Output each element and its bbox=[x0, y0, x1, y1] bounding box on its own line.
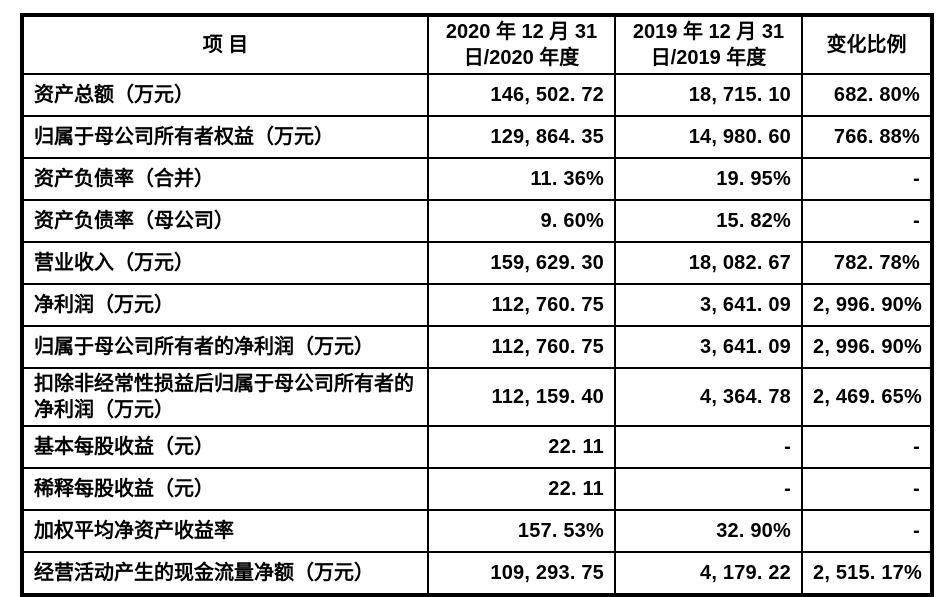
table-row-total-assets: 资产总额（万元） 146, 502. 72 18, 715. 10 682. 8… bbox=[21, 73, 933, 117]
value-2020: 22. 11 bbox=[427, 467, 616, 511]
row-label: 扣除非经常性损益后归属于母公司所有者的净利润（万元） bbox=[21, 367, 429, 427]
value-2019: 19. 95% bbox=[614, 157, 803, 201]
row-label: 净利润（万元） bbox=[21, 283, 429, 327]
row-label: 加权平均净资产收益率 bbox=[21, 509, 429, 553]
value-2019: 18, 715. 10 bbox=[614, 73, 803, 117]
value-change: 782. 78% bbox=[801, 241, 933, 285]
table-row-debt-ratio-consolidated: 资产负债率（合并） 11. 36% 19. 95% - bbox=[21, 157, 933, 201]
value-2020: 109, 293. 75 bbox=[427, 551, 616, 596]
row-label: 稀释每股收益（元） bbox=[21, 467, 429, 511]
value-2020: 22. 11 bbox=[427, 425, 616, 469]
row-label: 资产负债率（合并） bbox=[21, 157, 429, 201]
value-2020: 146, 502. 72 bbox=[427, 73, 616, 117]
value-change: 766. 88% bbox=[801, 115, 933, 159]
value-2019: 15. 82% bbox=[614, 199, 803, 243]
table-row-non-recurring-net-profit: 扣除非经常性损益后归属于母公司所有者的净利润（万元） 112, 159. 40 … bbox=[21, 367, 933, 427]
value-2019: 4, 179. 22 bbox=[614, 551, 803, 596]
value-2019: 4, 364. 78 bbox=[614, 367, 803, 427]
value-change: - bbox=[801, 199, 933, 243]
header-cell-period-2020: 2020 年 12 月 31 日/2020 年度 bbox=[427, 14, 616, 75]
value-2019: - bbox=[614, 425, 803, 469]
row-label: 归属于母公司所有者的净利润（万元） bbox=[21, 325, 429, 369]
value-2020: 112, 760. 75 bbox=[427, 283, 616, 327]
value-change: - bbox=[801, 467, 933, 511]
table-body: 资产总额（万元） 146, 502. 72 18, 715. 10 682. 8… bbox=[21, 73, 933, 596]
value-change: 682. 80% bbox=[801, 73, 933, 117]
row-label: 归属于母公司所有者权益（万元） bbox=[21, 115, 429, 159]
row-label: 资产总额（万元） bbox=[21, 73, 429, 117]
table-row-operating-cash-flow: 经营活动产生的现金流量净额（万元） 109, 293. 75 4, 179. 2… bbox=[21, 551, 933, 596]
row-label: 营业收入（万元） bbox=[21, 241, 429, 285]
value-change: 2, 515. 17% bbox=[801, 551, 933, 596]
value-2019: 18, 082. 67 bbox=[614, 241, 803, 285]
table-row-net-profit: 净利润（万元） 112, 760. 75 3, 641. 09 2, 996. … bbox=[21, 283, 933, 327]
table-row-operating-revenue: 营业收入（万元） 159, 629. 30 18, 082. 67 782. 7… bbox=[21, 241, 933, 285]
value-2020: 112, 159. 40 bbox=[427, 367, 616, 427]
table-row-debt-ratio-parent: 资产负债率（母公司） 9. 60% 15. 82% - bbox=[21, 199, 933, 243]
table-header: 项 目 2020 年 12 月 31 日/2020 年度 2019 年 12 月… bbox=[21, 14, 933, 75]
value-2019: 32. 90% bbox=[614, 509, 803, 553]
table-row-parent-net-profit: 归属于母公司所有者的净利润（万元） 112, 760. 75 3, 641. 0… bbox=[21, 325, 933, 369]
header-cell-item: 项 目 bbox=[21, 14, 429, 75]
value-change: - bbox=[801, 157, 933, 201]
value-2020: 157. 53% bbox=[427, 509, 616, 553]
value-change: 2, 469. 65% bbox=[801, 367, 933, 427]
header-cell-period-2019: 2019 年 12 月 31 日/2019 年度 bbox=[614, 14, 803, 75]
value-change: - bbox=[801, 509, 933, 553]
header-row: 项 目 2020 年 12 月 31 日/2020 年度 2019 年 12 月… bbox=[21, 14, 933, 75]
value-2020: 9. 60% bbox=[427, 199, 616, 243]
value-2019: 14, 980. 60 bbox=[614, 115, 803, 159]
value-2020: 11. 36% bbox=[427, 157, 616, 201]
value-change: 2, 996. 90% bbox=[801, 325, 933, 369]
value-2019: 3, 641. 09 bbox=[614, 283, 803, 327]
row-label: 资产负债率（母公司） bbox=[21, 199, 429, 243]
financial-summary-table: 项 目 2020 年 12 月 31 日/2020 年度 2019 年 12 月… bbox=[20, 13, 934, 597]
value-change: 2, 996. 90% bbox=[801, 283, 933, 327]
value-2020: 112, 760. 75 bbox=[427, 325, 616, 369]
financial-summary-section: 项 目 2020 年 12 月 31 日/2020 年度 2019 年 12 月… bbox=[20, 13, 934, 597]
header-cell-change-ratio: 变化比例 bbox=[801, 14, 933, 75]
row-label: 经营活动产生的现金流量净额（万元） bbox=[21, 551, 429, 596]
table-row-weighted-avg-roe: 加权平均净资产收益率 157. 53% 32. 90% - bbox=[21, 509, 933, 553]
value-change: - bbox=[801, 425, 933, 469]
value-2020: 129, 864. 35 bbox=[427, 115, 616, 159]
table-row-basic-eps: 基本每股收益（元） 22. 11 - - bbox=[21, 425, 933, 469]
table-row-parent-equity: 归属于母公司所有者权益（万元） 129, 864. 35 14, 980. 60… bbox=[21, 115, 933, 159]
value-2020: 159, 629. 30 bbox=[427, 241, 616, 285]
value-2019: - bbox=[614, 467, 803, 511]
value-2019: 3, 641. 09 bbox=[614, 325, 803, 369]
row-label: 基本每股收益（元） bbox=[21, 425, 429, 469]
table-row-diluted-eps: 稀释每股收益（元） 22. 11 - - bbox=[21, 467, 933, 511]
